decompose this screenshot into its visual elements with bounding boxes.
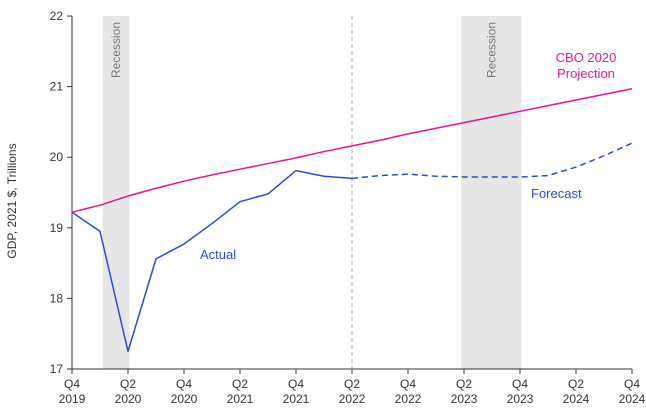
x-tick-quarter: Q2 (344, 377, 360, 391)
y-tick-label: 20 (50, 150, 64, 164)
x-tick-quarter: Q2 (120, 377, 136, 391)
axes: 171819202122Q42019Q22020Q42020Q22021Q420… (50, 9, 646, 406)
recession-label-2: Recession (484, 22, 498, 78)
forecast-label: Forecast (531, 186, 582, 201)
x-tick-year: 2021 (227, 392, 254, 406)
x-tick-quarter: Q2 (232, 377, 248, 391)
x-tick-year: 2019 (59, 392, 86, 406)
y-axis-title: GDP, 2021 $, Trillions (5, 143, 19, 258)
x-tick-year: 2020 (115, 392, 142, 406)
cbo-label-line2: Projection (557, 66, 615, 81)
x-tick-year: 2024 (619, 392, 646, 406)
x-tick-quarter: Q4 (288, 377, 304, 391)
series-lines (71, 87, 633, 353)
x-tick-quarter: Q2 (568, 377, 584, 391)
x-tick-year: 2022 (339, 392, 366, 406)
recession-band-2 (461, 16, 522, 369)
actual-label: Actual (200, 247, 236, 262)
recession-band-1 (102, 16, 130, 369)
y-tick-label: 17 (50, 362, 64, 376)
cbo-label-line1: CBO 2020 (556, 50, 617, 65)
recession-bands: Recession Recession (102, 16, 522, 369)
x-tick-quarter: Q4 (624, 377, 640, 391)
y-tick-label: 21 (50, 80, 64, 94)
x-tick-quarter: Q4 (64, 377, 80, 391)
y-tick-label: 22 (50, 9, 64, 23)
x-tick-year: 2021 (283, 392, 310, 406)
x-tick-quarter: Q4 (400, 377, 416, 391)
x-tick-year: 2024 (563, 392, 590, 406)
x-tick-quarter: Q4 (176, 377, 192, 391)
recession-label-1: Recession (109, 22, 123, 78)
x-tick-quarter: Q4 (512, 377, 528, 391)
x-tick-year: 2023 (507, 392, 534, 406)
y-tick-label: 18 (50, 291, 64, 305)
x-tick-year: 2022 (395, 392, 422, 406)
x-tick-quarter: Q2 (456, 377, 472, 391)
series-actual (71, 169, 353, 353)
x-tick-year: 2020 (171, 392, 198, 406)
x-tick-year: 2023 (451, 392, 478, 406)
y-tick-label: 19 (50, 221, 64, 235)
annotations: GDP, 2021 $, Trillions Actual Forecast C… (5, 50, 616, 262)
series-cbo-2020-projection (71, 87, 633, 213)
series-forecast (351, 142, 633, 180)
